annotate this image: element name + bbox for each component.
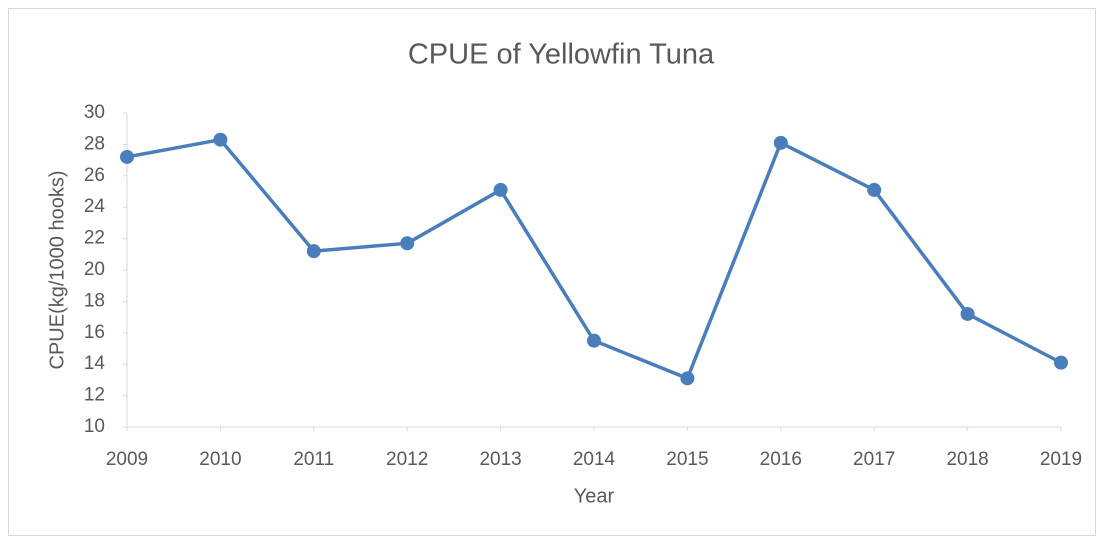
y-tick-label: 24 [84,196,106,217]
y-tick-label: 16 [84,322,105,343]
data-point [306,244,321,259]
y-tick-label: 26 [84,165,105,186]
data-point [1054,355,1068,370]
data-point [773,135,788,150]
x-tick-label: 2015 [666,449,708,470]
data-point [400,236,415,251]
data-point [960,306,975,321]
y-tick-label: 20 [84,259,105,280]
x-tick-label: 2016 [760,449,802,470]
y-tick-label: 28 [84,133,105,154]
data-point [120,149,134,164]
y-tick-label: 12 [84,385,105,406]
x-tick-label: 2017 [853,449,895,470]
y-tick-label: 14 [84,353,106,374]
y-tick-label: 10 [84,416,105,437]
x-axis-label: Year [574,485,615,507]
y-tick-label: 30 [84,102,105,123]
x-tick-label: 2014 [573,449,616,470]
data-point [493,182,508,197]
data-point [680,371,695,386]
x-tick-label: 2011 [293,449,334,470]
y-tick-label: 18 [84,290,105,311]
x-tick-label: 2013 [479,449,521,470]
y-axis-label: CPUE(kg/1000 hooks) [46,171,68,370]
x-tick-label: 2018 [946,449,988,470]
y-tick-label: 22 [84,228,105,249]
data-point [587,333,601,348]
x-tick-label: 2010 [199,449,241,470]
data-point [867,182,882,197]
x-tick-label: 2012 [386,449,428,470]
data-point [213,132,228,147]
chart-title: CPUE of Yellowfin Tuna [408,39,715,71]
x-tick-label: 2009 [106,449,148,470]
x-tick-label: 2019 [1040,449,1082,470]
